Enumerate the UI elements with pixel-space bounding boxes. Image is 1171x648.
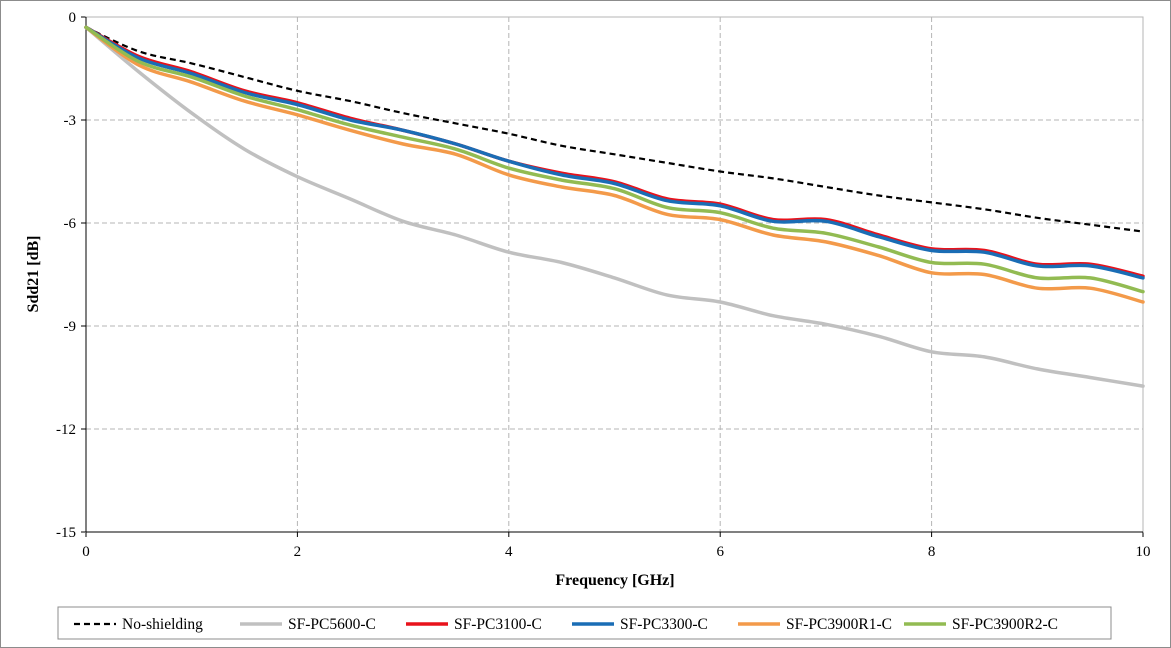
y-tick-label: 0	[69, 10, 77, 26]
series-line-sf-pc3100-c	[84, 25, 1145, 278]
y-tick-labels: 0 -3 -6 -9 -12 -15	[56, 10, 76, 541]
x-tick-label: 4	[505, 544, 513, 560]
x-tick-label: 0	[82, 544, 90, 560]
series-lines	[84, 25, 1145, 388]
y-axis-title: Sdd21 [dB]	[25, 236, 42, 313]
x-tick-label: 8	[928, 544, 936, 560]
x-tick-label: 6	[716, 544, 724, 560]
legend-label: SF-PC5600-C	[288, 616, 376, 633]
legend-label: SF-PC3300-C	[620, 616, 708, 633]
series-line-sf-pc3900r2-c	[84, 25, 1145, 294]
x-axis-title: Frequency [GHz]	[555, 572, 674, 589]
legend-label: SF-PC3900R2-C	[952, 616, 1058, 633]
series-line-sf-pc3900r1-c	[84, 25, 1145, 304]
series-line-no-shielding	[85, 26, 1144, 233]
series-line-sf-pc3300-c	[84, 25, 1145, 280]
y-tick-label: -15	[56, 525, 76, 541]
x-tick-labels: 0 2 4 6 8 10	[82, 544, 1150, 560]
x-tick-label: 10	[1136, 544, 1151, 560]
legend-label: SF-PC3900R1-C	[786, 616, 892, 633]
x-tick-label: 2	[294, 544, 302, 560]
y-tick-label: -12	[56, 422, 76, 438]
y-tick-label: -9	[64, 319, 77, 335]
legend-label: No-shielding	[122, 616, 203, 633]
legend: No-shielding SF-PC5600-C SF-PC3100-C SF-PC3…	[57, 606, 1112, 640]
y-tick-label: -6	[64, 216, 77, 232]
y-tick-label: -3	[64, 113, 77, 129]
series-line-sf-pc5600-c	[84, 25, 1145, 388]
legend-label: SF-PC3100-C	[454, 616, 542, 633]
